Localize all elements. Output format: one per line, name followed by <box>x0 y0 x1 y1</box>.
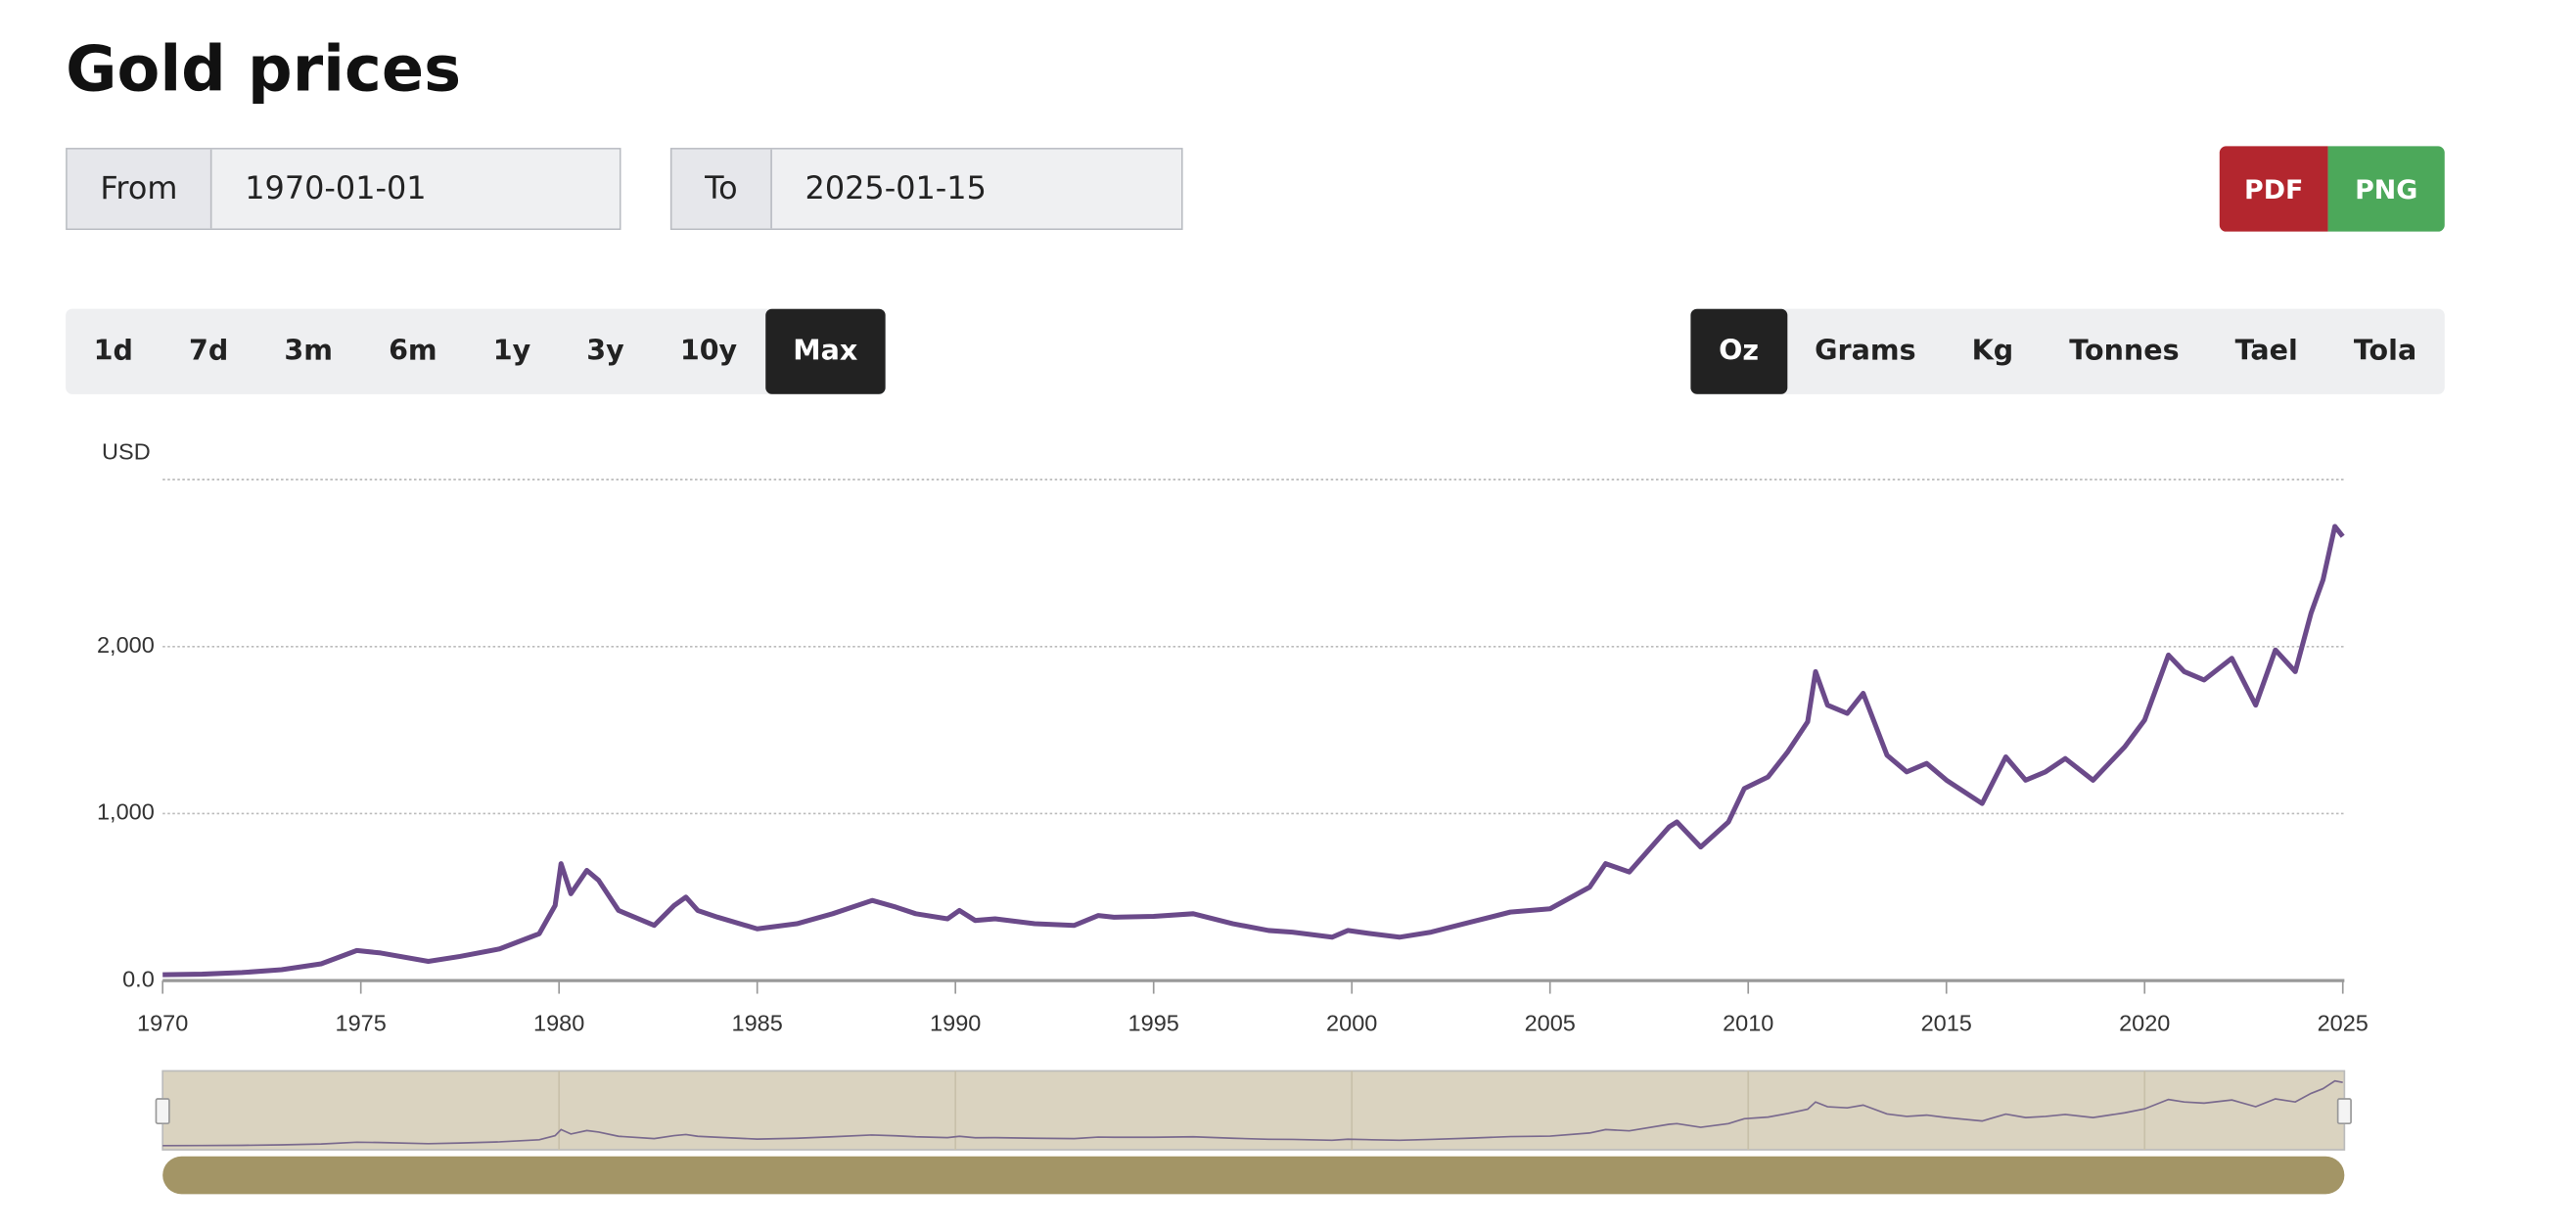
x-tick-label: 1975 <box>336 1011 387 1036</box>
period-button[interactable]: 10y <box>679 335 738 369</box>
period-button[interactable]: 1y <box>492 335 531 369</box>
period-button[interactable]: 3y <box>586 335 624 369</box>
from-field[interactable]: From 1970-01-01 <box>66 148 621 231</box>
unit-button[interactable]: Oz <box>1690 308 1787 394</box>
unit-button[interactable]: Kg <box>1971 335 2014 369</box>
x-tick-label: 2025 <box>2318 1011 2369 1036</box>
unit-button[interactable]: Tonnes <box>2069 335 2180 369</box>
navigator-handle[interactable] <box>155 1098 170 1125</box>
x-tick-label: 1980 <box>533 1011 584 1036</box>
png-button[interactable]: PNG <box>2327 146 2445 232</box>
y-tick-label: 1,000 <box>97 799 155 825</box>
y-tick-label: 2,000 <box>97 632 155 658</box>
period-button[interactable]: 7d <box>189 335 229 369</box>
to-value[interactable]: 2025-01-15 <box>771 149 1181 229</box>
unit-button[interactable]: Grams <box>1815 335 1916 369</box>
y-axis-label: USD <box>102 438 151 464</box>
period-button[interactable]: 6m <box>389 335 437 369</box>
x-tick-label: 2000 <box>1326 1011 1377 1036</box>
page-title: Gold prices <box>66 32 462 106</box>
period-button[interactable]: 1d <box>93 335 133 369</box>
period-selector: 1d 7d 3m 6m 1y 3y 10y Max <box>66 308 886 394</box>
pdf-button[interactable]: PDF <box>2219 146 2328 232</box>
x-tick-label: 1990 <box>930 1011 981 1036</box>
chart: USD 0.0 1,000 2,000 1970 1975 1980 1985 1990 1995… <box>97 438 2369 1195</box>
unit-button[interactable]: Tael <box>2234 335 2298 369</box>
x-tick-label: 1985 <box>732 1011 783 1036</box>
x-tick-label: 2010 <box>1723 1011 1773 1036</box>
x-tick-label: 2015 <box>1921 1011 1972 1036</box>
navigator-handle[interactable] <box>2336 1098 2352 1125</box>
unit-button[interactable]: Tola <box>2353 335 2417 369</box>
y-tick-label: 0.0 <box>122 966 155 991</box>
scrollbar[interactable] <box>162 1156 2345 1195</box>
price-line <box>162 523 2345 978</box>
x-tick-label: 2005 <box>1525 1011 1576 1036</box>
to-field[interactable]: To 2025-01-15 <box>669 148 1183 231</box>
x-tick-label: 1995 <box>1128 1011 1179 1036</box>
x-tick-label: 2020 <box>2119 1011 2170 1036</box>
from-value[interactable]: 1970-01-01 <box>211 149 620 229</box>
navigator <box>161 1070 2346 1151</box>
unit-selector: Oz Grams Kg Tonnes Tael Tola <box>1690 308 2445 394</box>
period-button[interactable]: 3m <box>284 335 333 369</box>
navigator-line <box>162 1079 2343 1147</box>
x-tick-label: 1970 <box>137 1011 188 1036</box>
period-button[interactable]: Max <box>764 308 886 394</box>
to-label: To <box>671 149 772 229</box>
from-label: From <box>67 149 212 229</box>
